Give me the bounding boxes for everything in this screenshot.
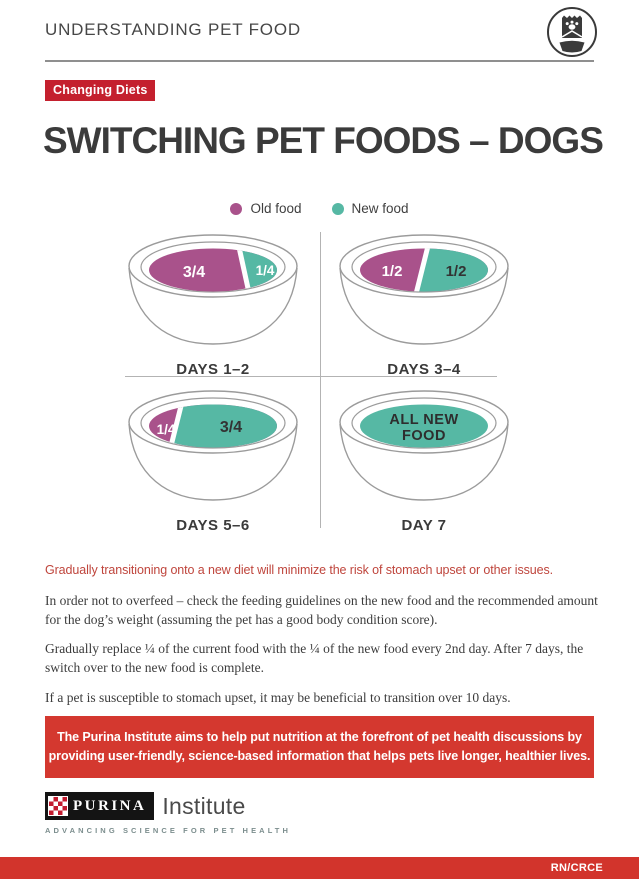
all-new-food-label-line2: FOOD <box>402 428 446 444</box>
old-fraction-label: 3/4 <box>183 264 205 281</box>
bowl-illustration: 1/2 1/2 <box>339 234 509 345</box>
header-divider <box>45 60 594 62</box>
topic-badge: Changing Diets <box>45 80 156 101</box>
purina-institute-logo: PURINA Institute Advancing Science for P… <box>45 792 291 835</box>
old-food-dot-icon <box>230 202 243 215</box>
body-copy: In order not to overfeed – check the fee… <box>45 591 601 717</box>
purina-brand-name: PURINA <box>73 797 147 814</box>
all-new-food-label-line1: ALL NEW <box>389 412 458 428</box>
document-code: RN/CRCE <box>550 862 603 874</box>
page-header-title: UNDERSTANDING PET FOOD <box>45 20 301 39</box>
institute-wordmark: Institute <box>162 792 246 819</box>
legend-item-old-food: Old food <box>230 201 302 216</box>
bowl-days-5-6: 1/4 3/4 DAYS 5–6 <box>113 386 313 534</box>
new-fraction-label: 1/4 <box>256 263 275 278</box>
purina-wordmark-box: PURINA <box>45 792 155 820</box>
bowl-days-3-4: 1/2 1/2 DAYS 3–4 <box>324 230 524 378</box>
bowl-days-1-2: 3/4 1/4 DAYS 1–2 <box>113 230 313 378</box>
banner-line-1: The Purina Institute aims to help put nu… <box>57 729 582 744</box>
lead-sentence: Gradually transitioning onto a new diet … <box>45 563 553 577</box>
purina-checkerboard-icon <box>48 796 68 816</box>
legend: Old food New food <box>0 201 639 216</box>
bowl-caption: DAY 7 <box>401 517 447 534</box>
bowl-caption: DAYS 3–4 <box>387 361 461 378</box>
page-title: SWITCHING PET FOODS – DOGS <box>43 120 604 161</box>
legend-item-new-food: New food <box>331 201 409 216</box>
body-paragraph-3: If a pet is susceptible to stomach upset… <box>45 689 511 705</box>
bowl-caption: DAYS 5–6 <box>176 517 250 534</box>
banner-line-2: providing user-friendly, science-based i… <box>48 749 591 763</box>
bowl-illustration: ALL NEW FOOD <box>339 390 509 501</box>
purina-mission-banner: The Purina Institute aims to help put nu… <box>45 716 594 778</box>
diagram-divider-horizontal <box>125 376 497 377</box>
bowl-illustration: 3/4 1/4 <box>128 234 298 345</box>
old-fraction-label: 1/2 <box>382 263 403 280</box>
new-fraction-label: 3/4 <box>220 419 242 436</box>
bowl-day-7: ALL NEW FOOD DAY 7 <box>324 386 524 534</box>
body-paragraph-2: Gradually replace ¼ of the current food … <box>45 641 584 676</box>
legend-label: New food <box>351 201 409 216</box>
diagram-divider-vertical <box>320 232 321 528</box>
body-paragraph-1: In order not to overfeed – check the fee… <box>45 593 598 628</box>
new-fraction-label: 1/2 <box>446 263 467 280</box>
new-food-dot-icon <box>331 202 344 215</box>
bowl-caption: DAYS 1–2 <box>176 361 250 378</box>
logo-tagline: Advancing Science for Pet Health <box>45 826 292 835</box>
legend-label: Old food <box>250 201 302 216</box>
pet-food-bag-bowl-icon <box>546 6 598 63</box>
bowl-illustration: 1/4 3/4 <box>128 390 298 501</box>
old-fraction-label: 1/4 <box>157 422 176 437</box>
bottom-red-strip: RN/CRCE <box>0 857 639 879</box>
